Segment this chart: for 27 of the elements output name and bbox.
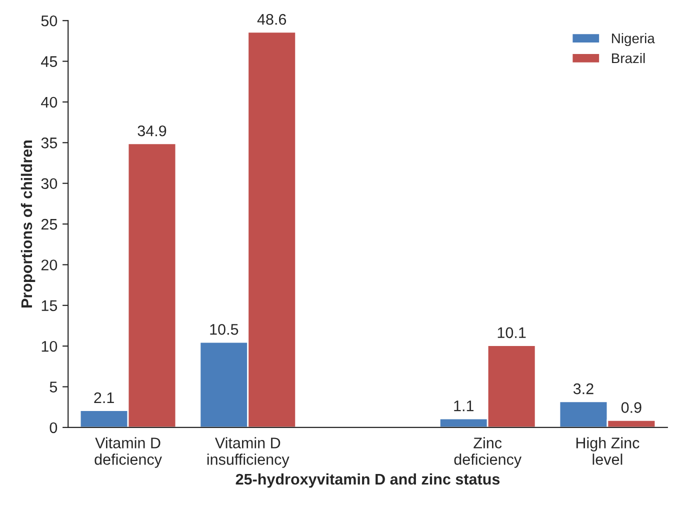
data-label: 48.6 xyxy=(257,14,286,25)
y-tick-label: 20 xyxy=(41,260,58,270)
x-tick-label: Vitamin D deficiency xyxy=(94,437,162,468)
x-tick-label: High Zinc level xyxy=(576,437,640,465)
legend-label: Brazil xyxy=(612,52,645,64)
data-label: 2.1 xyxy=(94,392,114,404)
y-tick-label: 40 xyxy=(41,96,58,108)
legend-label: Nigeria xyxy=(612,33,655,46)
y-tick-label: 5 xyxy=(50,382,58,392)
y-tick-label: 10 xyxy=(42,340,58,352)
y-tick-label: 50 xyxy=(41,15,58,26)
y-tick-label: 0 xyxy=(50,422,58,434)
x-tick-label: Zinc deficiency xyxy=(454,437,522,468)
y-tick-label: 35 xyxy=(41,138,58,148)
y-tick-label: 30 xyxy=(41,178,58,190)
data-label: 34.9 xyxy=(138,125,166,136)
y-tick-label: 15 xyxy=(42,300,58,312)
data-label: 1.1 xyxy=(454,400,474,412)
data-label: 0.9 xyxy=(621,402,642,413)
y-tick-label: 25 xyxy=(41,218,58,230)
y-axis-title: Proportions of children xyxy=(20,140,36,308)
x-axis-title: 25-hydroxyvitamin D and zinc status xyxy=(236,473,500,488)
y-tick-label: 45 xyxy=(41,56,58,67)
data-label: 10.1 xyxy=(498,327,526,338)
data-label: 10.5 xyxy=(210,324,238,335)
x-tick-label: Vitamin D insufficiency xyxy=(207,437,290,468)
data-label: 3.2 xyxy=(573,383,594,394)
